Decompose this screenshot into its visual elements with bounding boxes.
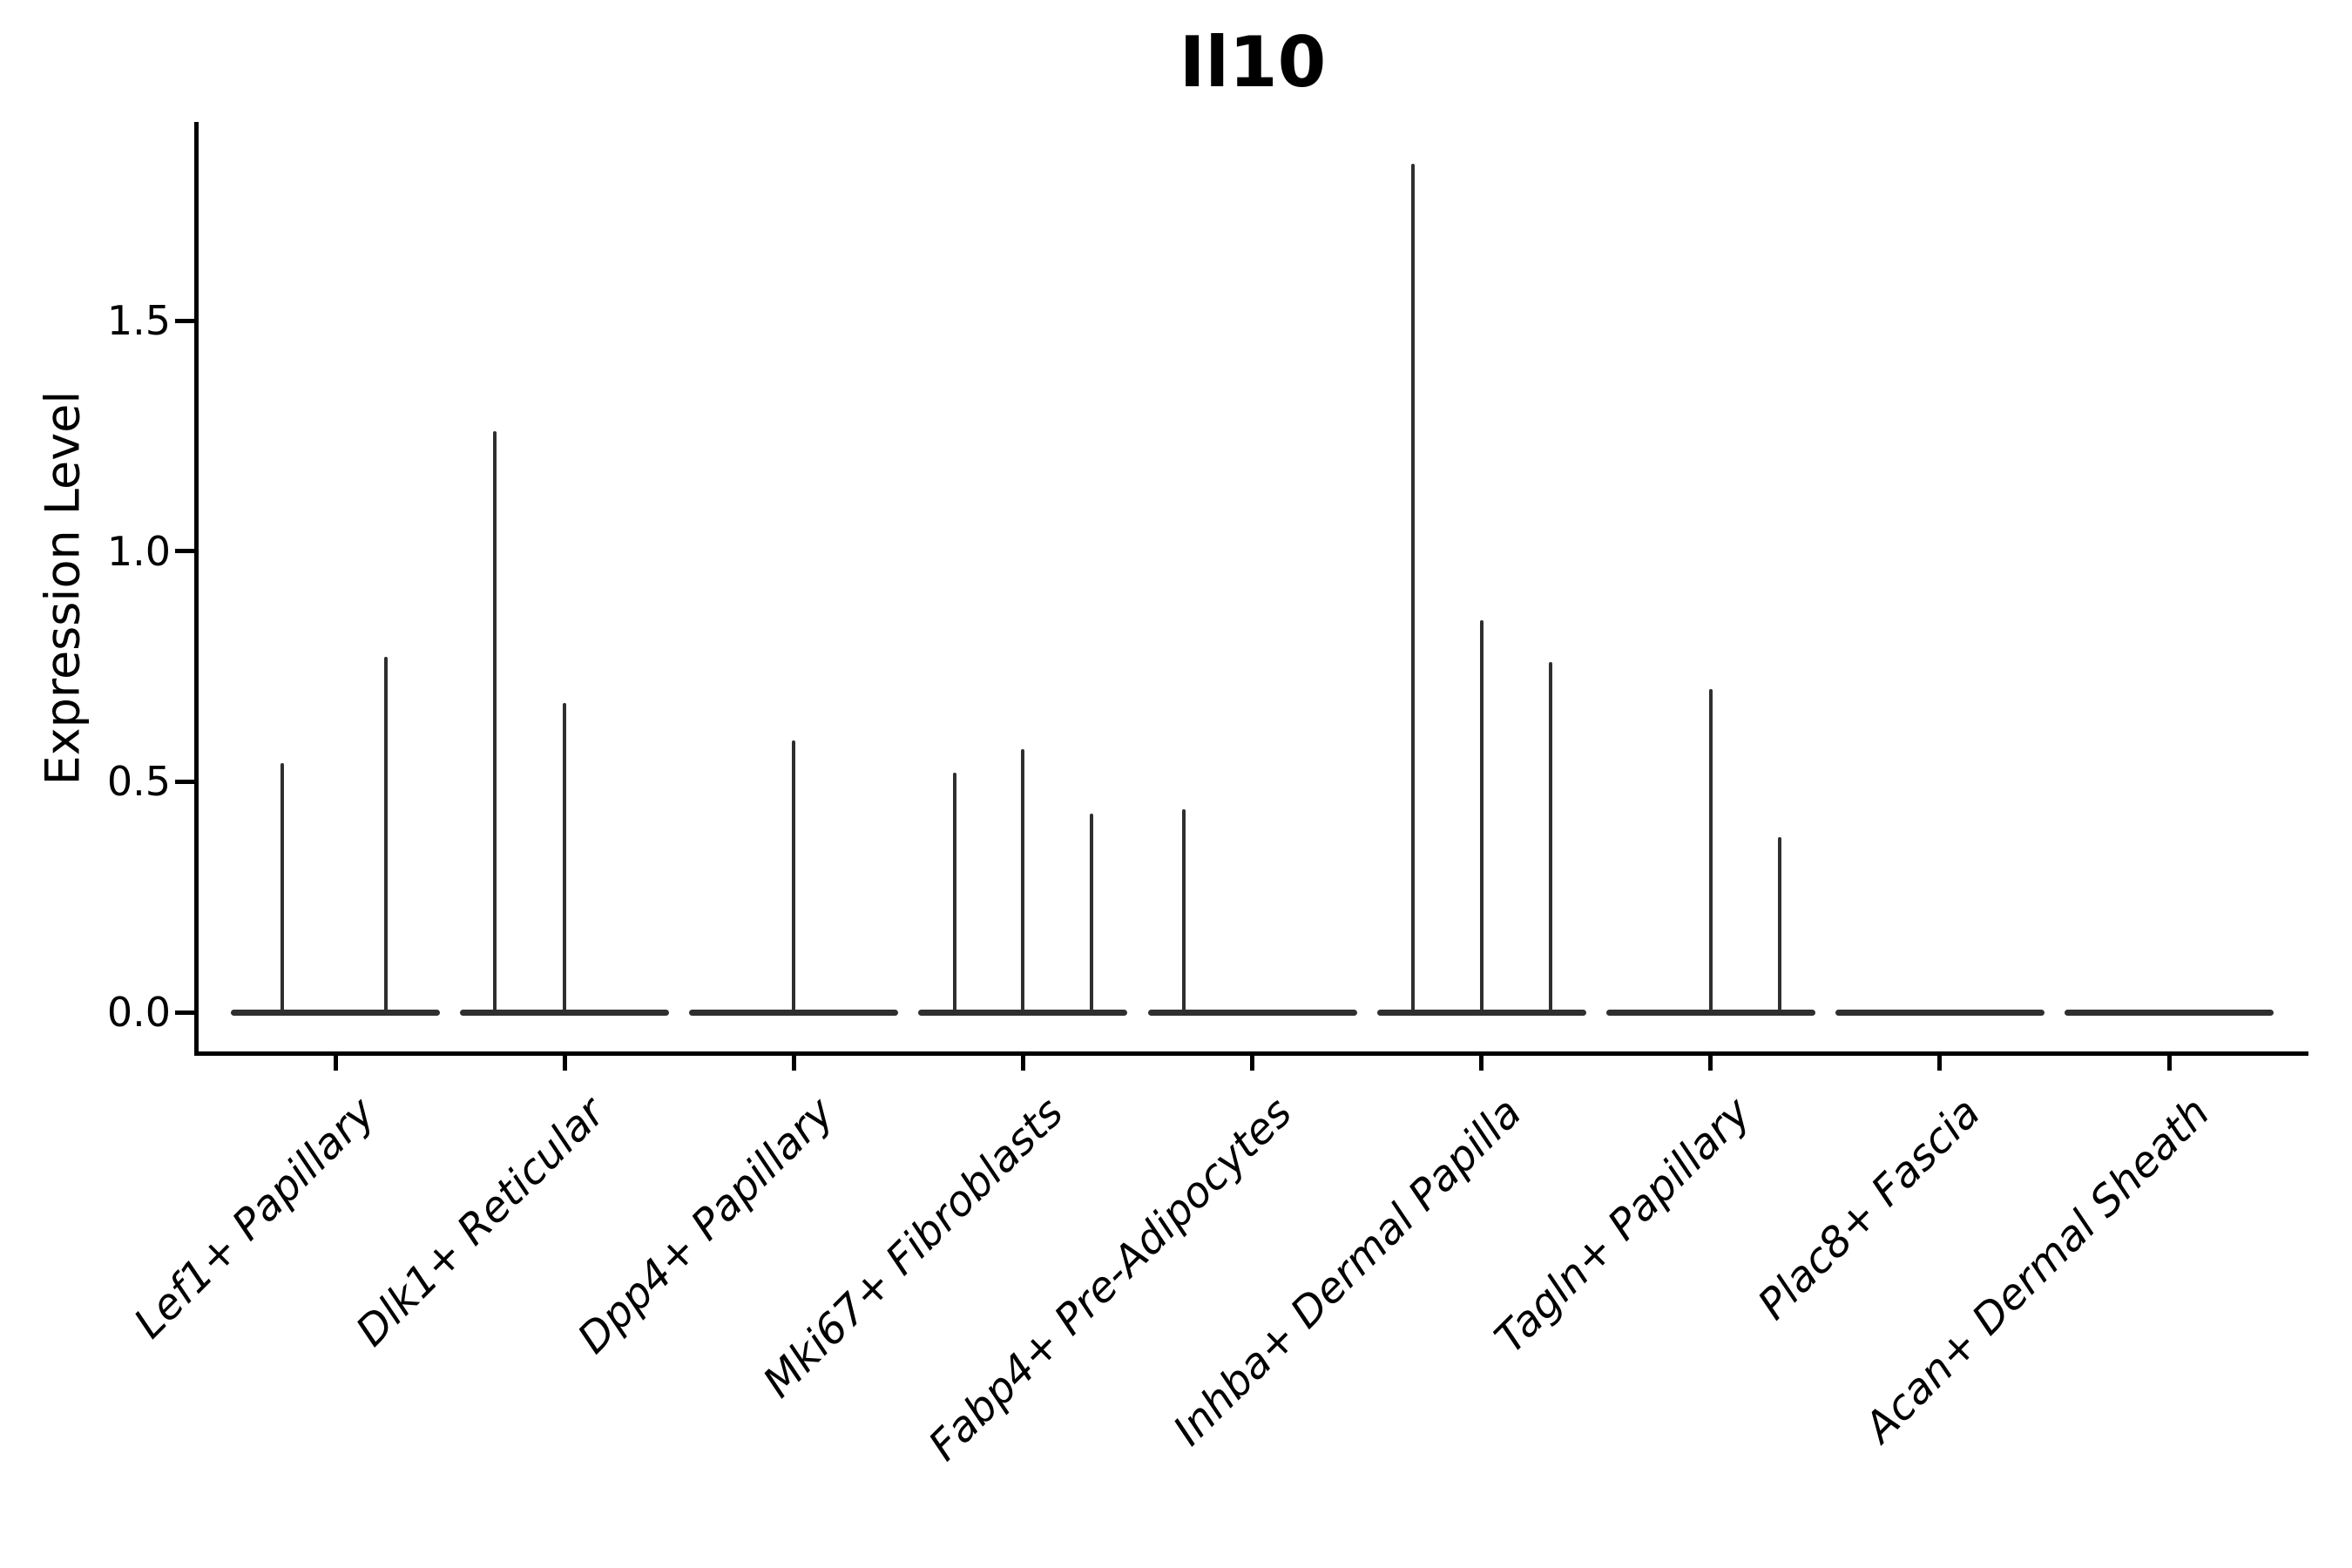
x-tick-mark: [1479, 1056, 1484, 1071]
x-tick-label: Lef1+ Papillary: [125, 1088, 385, 1348]
violin-spike: [384, 657, 388, 1015]
x-tick-mark: [333, 1056, 338, 1071]
x-tick-label: Plac8+ Fascia: [1748, 1088, 1990, 1329]
x-tick-mark: [1250, 1056, 1255, 1071]
plot-title: Il10: [1179, 22, 1327, 103]
violin-spike: [1548, 661, 1552, 1015]
x-tick-mark: [1708, 1056, 1713, 1071]
violin-spike: [563, 703, 567, 1015]
violin-spike: [1708, 689, 1713, 1015]
violin-spike: [493, 431, 497, 1015]
violin-spike: [1021, 749, 1025, 1015]
violin-spike: [280, 763, 284, 1015]
violin-spike: [1479, 620, 1484, 1015]
y-tick-label: 1.5: [106, 297, 171, 345]
y-axis-label: Expression Level: [35, 390, 91, 786]
y-tick-label: 1.0: [106, 527, 171, 575]
x-axis-spine: [194, 1051, 2308, 1056]
x-tick-mark: [2166, 1056, 2172, 1071]
violin-baseline: [2065, 1009, 2274, 1016]
violin-spike: [1777, 836, 1781, 1015]
violin-spike: [953, 772, 957, 1015]
y-tick-mark: [175, 1010, 196, 1015]
violin-spike: [1410, 164, 1415, 1015]
y-tick-mark: [175, 779, 196, 784]
x-tick-mark: [562, 1056, 567, 1071]
violin-spike: [1181, 809, 1186, 1015]
y-tick-label: 0.0: [106, 989, 171, 1036]
x-tick-mark: [1020, 1056, 1025, 1071]
y-tick-mark: [175, 549, 196, 554]
x-tick-label: Dpp4+ Papillary: [568, 1088, 844, 1363]
violin-spike: [1090, 814, 1094, 1015]
y-tick-mark: [175, 318, 196, 323]
violin-baseline: [231, 1009, 440, 1016]
y-tick-label: 0.5: [106, 758, 171, 806]
violin-baseline: [1147, 1009, 1357, 1016]
violin-spike: [792, 740, 796, 1015]
y-axis-spine: [194, 122, 199, 1056]
x-tick-mark: [791, 1056, 796, 1071]
x-tick-mark: [1937, 1056, 1943, 1071]
x-tick-label: Tagln+ Papillary: [1485, 1088, 1761, 1363]
violin-baseline: [1835, 1009, 2044, 1016]
x-tick-label: Dlk1+ Reticular: [346, 1088, 614, 1356]
